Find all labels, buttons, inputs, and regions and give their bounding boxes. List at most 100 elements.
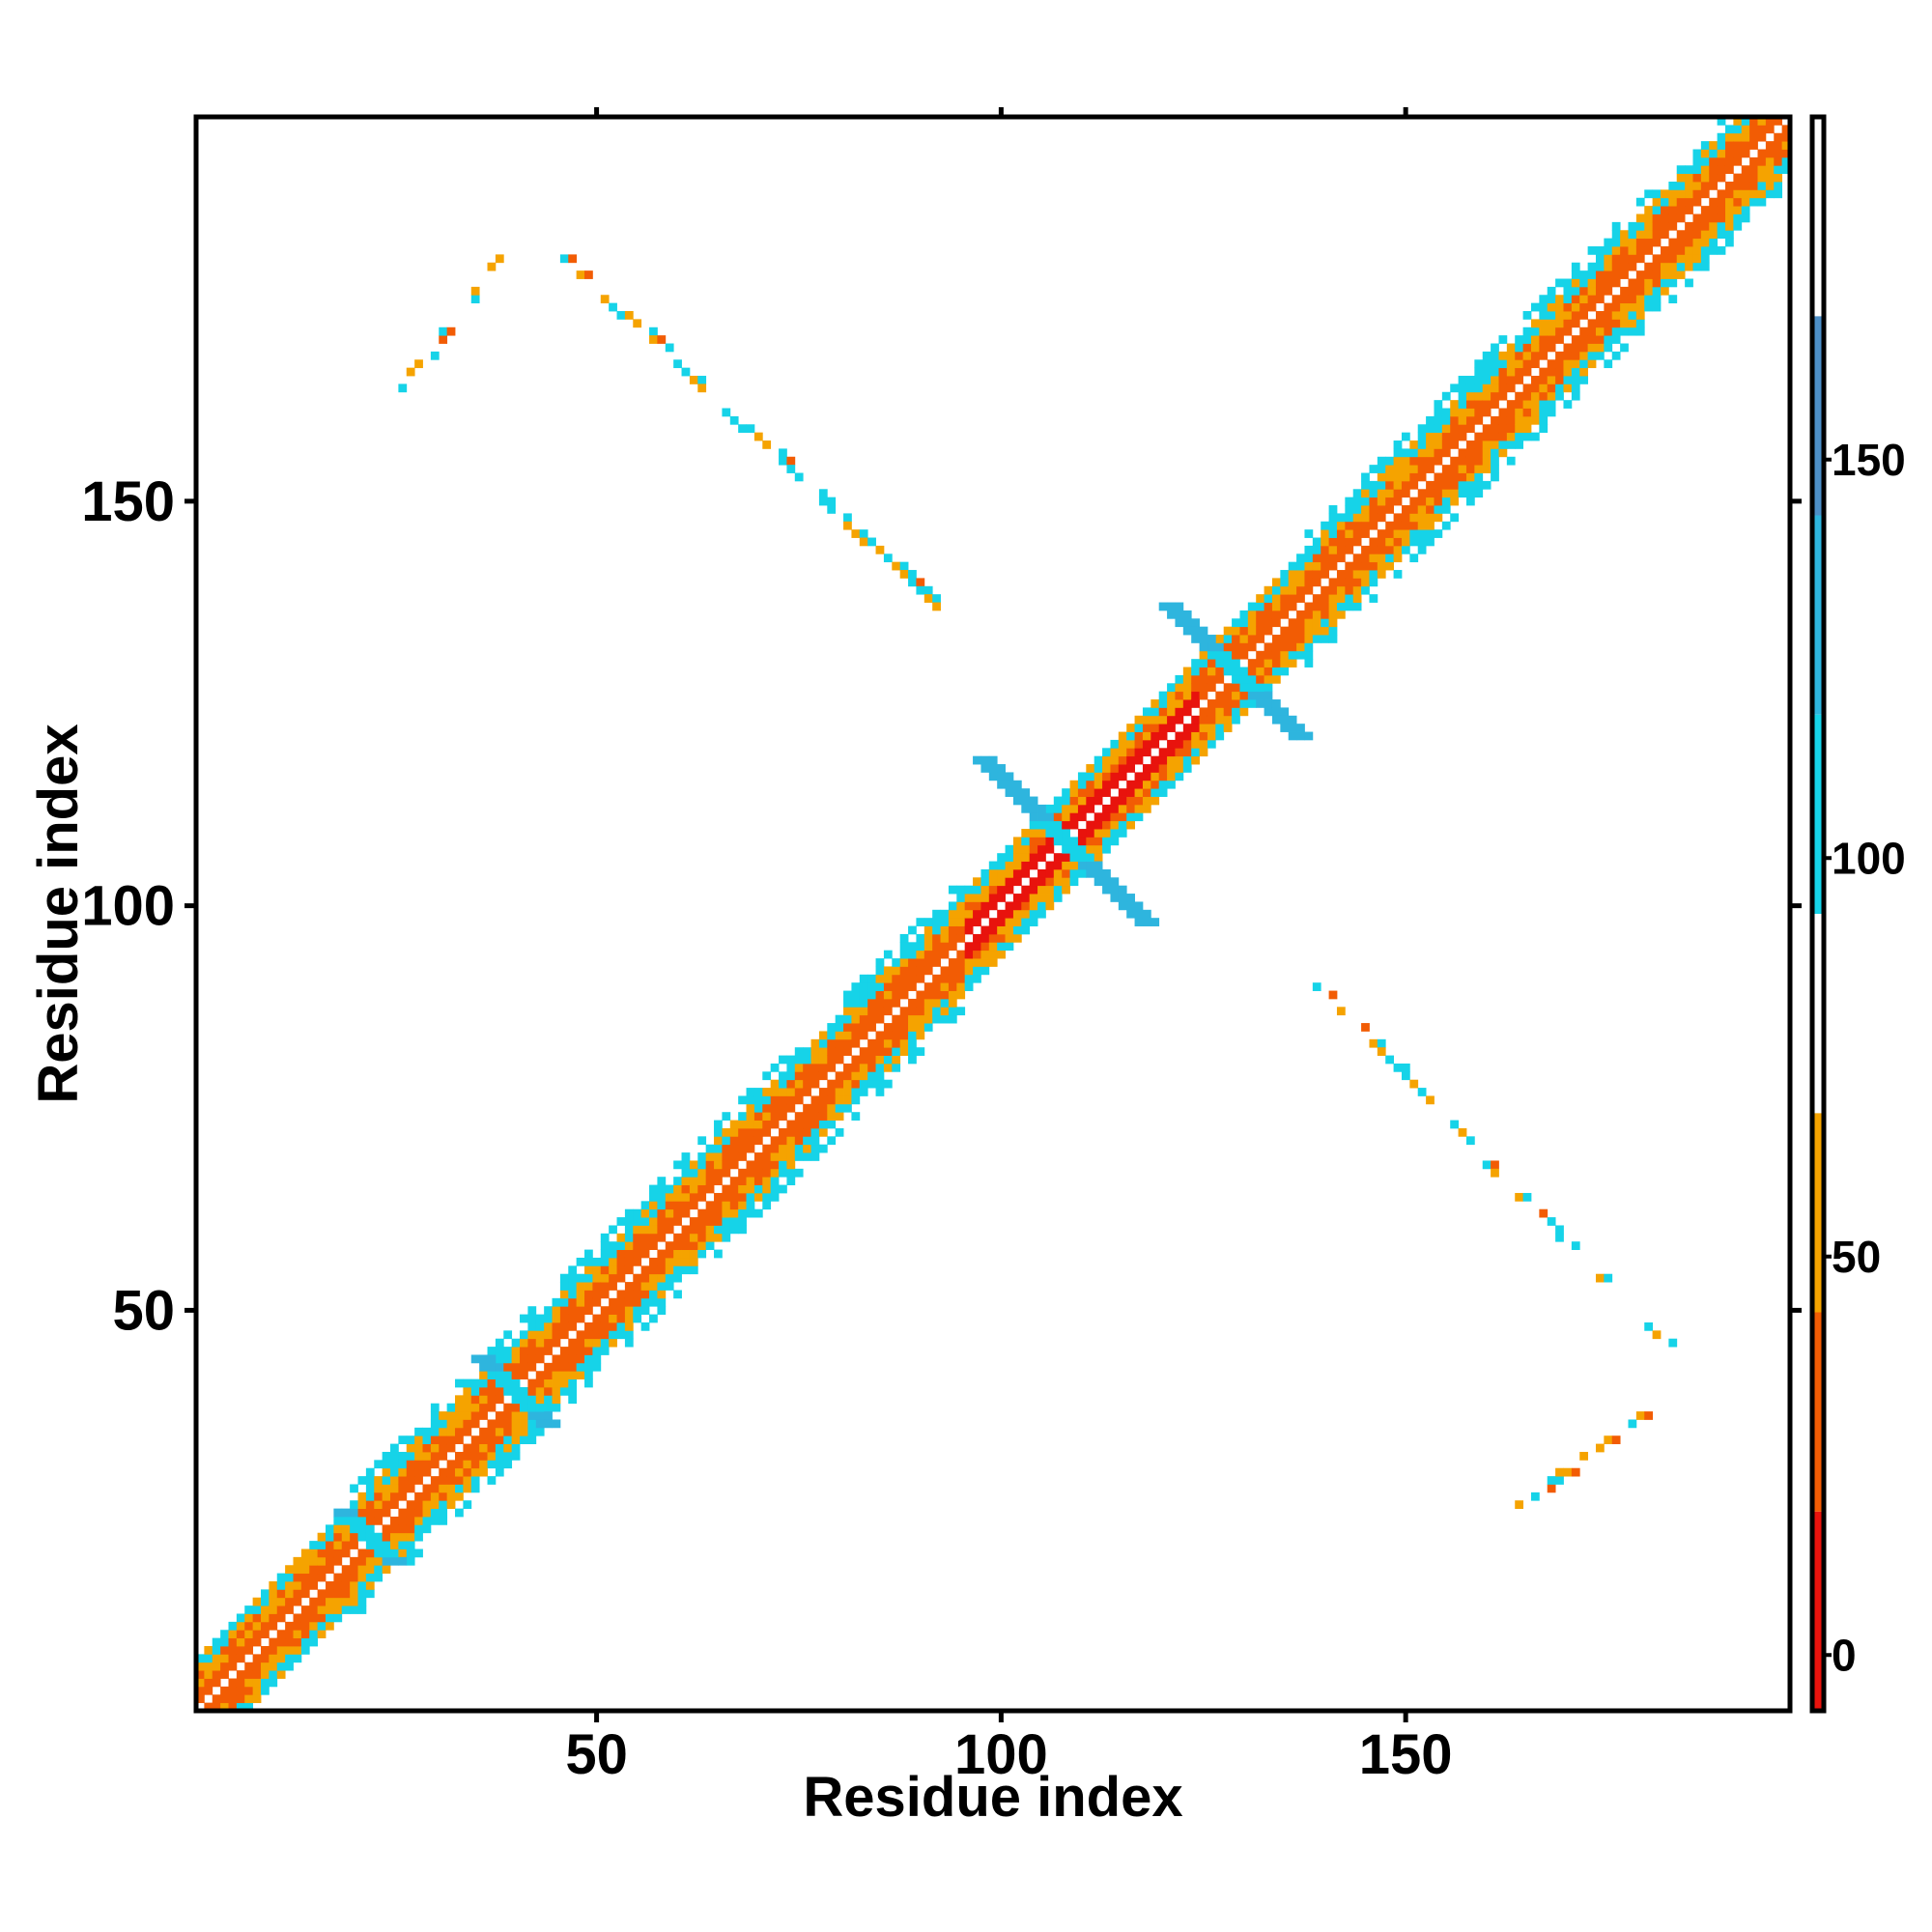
heatmap-cell — [487, 1354, 497, 1364]
heatmap-cell — [1271, 610, 1281, 619]
heatmap-cell — [867, 1038, 876, 1048]
heatmap-cell — [738, 424, 747, 434]
heatmap-cell — [1321, 545, 1329, 554]
heatmap-cell — [511, 1338, 521, 1348]
heatmap-cell — [786, 1177, 796, 1185]
heatmap-cell — [244, 1670, 254, 1679]
heatmap-cell — [592, 1282, 602, 1291]
heatmap-cell — [843, 521, 852, 530]
heatmap-cell — [697, 1241, 707, 1250]
heatmap-cell — [1086, 764, 1095, 773]
heatmap-cell — [1126, 724, 1135, 732]
heatmap-cell — [1595, 295, 1605, 304]
heatmap-cell — [584, 1282, 593, 1291]
heatmap-cell — [1199, 748, 1208, 757]
heatmap-cell — [365, 1508, 375, 1518]
heatmap-cell — [1774, 132, 1783, 142]
heatmap-cell — [753, 432, 763, 441]
heatmap-cell — [1142, 707, 1151, 717]
heatmap-cell — [1199, 659, 1208, 668]
heatmap-cell — [770, 1144, 780, 1153]
heatmap-cell — [1352, 497, 1362, 506]
heatmap-cell — [1304, 578, 1314, 587]
heatmap-cell — [624, 1306, 634, 1315]
heatmap-cell — [406, 1548, 415, 1558]
heatmap-cell — [503, 1403, 513, 1412]
heatmap-cell — [600, 1330, 610, 1340]
heatmap-cell — [1094, 820, 1103, 830]
heatmap-cell — [1434, 497, 1443, 506]
heatmap-cell — [382, 1524, 391, 1534]
heatmap-cell — [341, 1516, 351, 1525]
heatmap-cell — [779, 1055, 787, 1065]
heatmap-cell — [326, 1524, 334, 1534]
heatmap-cell — [779, 1095, 787, 1105]
heatmap-cell — [1328, 610, 1338, 619]
heatmap-cell — [616, 1249, 626, 1259]
heatmap-cell — [1692, 262, 1702, 271]
heatmap-cell — [1296, 554, 1305, 563]
heatmap-cell — [1652, 254, 1662, 264]
heatmap-cell — [1385, 472, 1394, 482]
heatmap-cell — [1077, 853, 1087, 862]
heatmap-cell — [406, 1532, 415, 1542]
heatmap-cell — [559, 1290, 569, 1299]
heatmap-cell — [1458, 424, 1467, 434]
heatmap-cell — [1717, 213, 1726, 223]
heatmap-cell — [1441, 521, 1451, 530]
heatmap-cell — [657, 1257, 667, 1266]
heatmap-cell — [1434, 432, 1443, 441]
heatmap-cell — [803, 1047, 811, 1056]
heatmap-cell — [649, 1201, 658, 1210]
heatmap-cell — [1182, 699, 1192, 708]
heatmap-cell — [1142, 748, 1151, 757]
heatmap-cell — [1280, 667, 1290, 676]
heatmap-cell — [923, 925, 933, 935]
heatmap-cell — [390, 1532, 399, 1542]
heatmap-cell — [1005, 909, 1014, 919]
heatmap-cell — [867, 1055, 876, 1065]
heatmap-cell — [1724, 230, 1734, 240]
heatmap-cell — [908, 966, 917, 976]
heatmap-cell — [859, 1007, 868, 1016]
heatmap-cell — [584, 270, 593, 279]
heatmap-cell — [357, 1492, 367, 1501]
heatmap-cell — [1094, 772, 1103, 781]
heatmap-cell — [422, 1451, 432, 1461]
heatmap-cell — [1102, 829, 1111, 838]
heatmap-cell — [1037, 868, 1046, 878]
heatmap-cell — [1369, 489, 1378, 498]
heatmap-cell — [714, 1177, 723, 1185]
heatmap-cell — [1628, 230, 1637, 240]
heatmap-cell — [406, 1476, 415, 1485]
heatmap-cell — [923, 950, 933, 959]
heatmap-cell — [430, 1419, 440, 1429]
heatmap-cell — [317, 1541, 327, 1549]
heatmap-cell — [1644, 238, 1654, 247]
heatmap-cell — [1328, 594, 1338, 603]
heatmap-cell — [576, 1290, 585, 1299]
heatmap-cell — [1086, 844, 1095, 854]
heatmap-cell — [317, 1548, 327, 1558]
heatmap-cell — [463, 1476, 472, 1485]
heatmap-cell — [244, 1630, 254, 1639]
heatmap-cell — [681, 1168, 691, 1178]
heatmap-cell — [624, 1330, 634, 1340]
heatmap-cell — [382, 1492, 391, 1501]
heatmap-cell — [1280, 594, 1290, 603]
heatmap-cell — [803, 1112, 811, 1121]
heatmap-cell — [559, 1330, 569, 1340]
heatmap-cell — [1264, 626, 1273, 636]
heatmap-cell — [1288, 618, 1297, 628]
heatmap-cell — [1045, 837, 1055, 846]
heatmap-cell — [261, 1678, 270, 1688]
heatmap-cell — [1304, 585, 1314, 595]
heatmap-cell — [851, 1031, 861, 1040]
heatmap-cell — [843, 1071, 852, 1081]
heatmap-cell — [244, 1662, 254, 1671]
heatmap-cell — [1660, 262, 1669, 271]
heatmap-cell — [1563, 351, 1573, 360]
heatmap-cell — [892, 1038, 901, 1048]
heatmap-cell — [1062, 853, 1070, 862]
heatmap-cell — [1102, 837, 1111, 846]
